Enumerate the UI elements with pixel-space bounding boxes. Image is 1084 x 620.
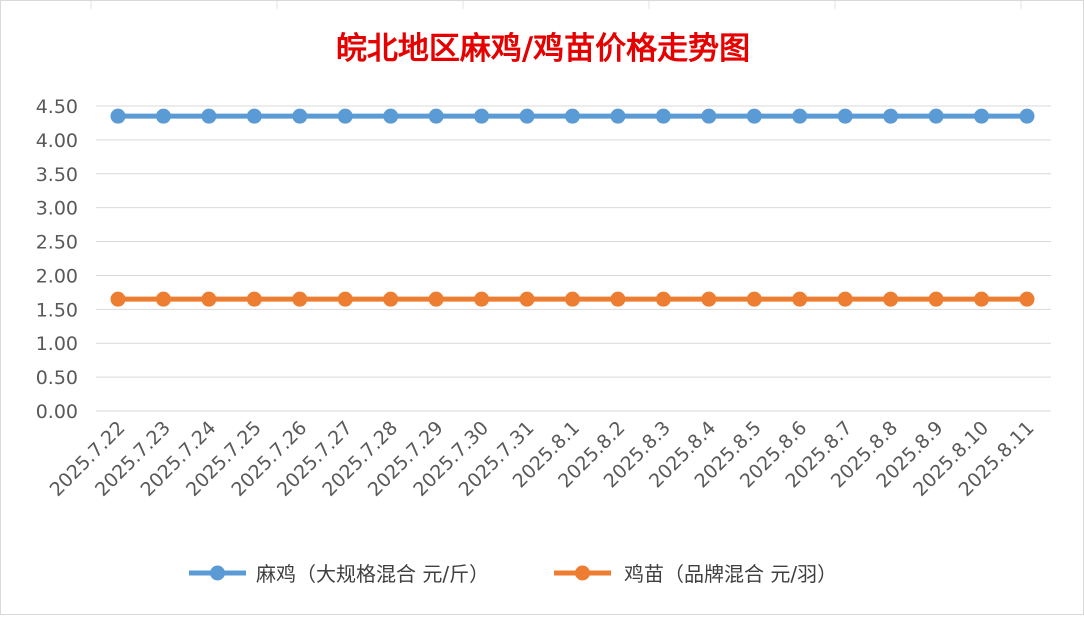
legend-item-0: 麻鸡（大规格混合 元/斤） <box>189 562 489 586</box>
data-point <box>337 108 353 124</box>
data-point <box>610 291 626 307</box>
data-point <box>155 291 171 307</box>
y-tick-label: 0.50 <box>36 367 78 389</box>
data-point <box>474 108 490 124</box>
legend-marker <box>575 565 590 581</box>
data-point <box>428 291 444 307</box>
data-point <box>201 291 217 307</box>
data-point <box>428 108 444 124</box>
data-point <box>337 291 353 307</box>
legend-label: 麻鸡（大规格混合 元/斤） <box>256 562 489 586</box>
data-point <box>383 108 399 124</box>
data-point <box>610 108 626 124</box>
y-axis-tick-labels: 0.00 0.50 1.00 1.50 2.00 2.50 3.00 3.50 4.00 4.50 <box>36 96 78 423</box>
y-tick-label: 3.50 <box>36 164 78 186</box>
data-point <box>746 291 762 307</box>
data-point <box>246 291 262 307</box>
data-point <box>474 291 490 307</box>
y-tick-label: 2.50 <box>36 232 78 254</box>
data-point <box>565 108 580 124</box>
data-point <box>246 108 262 124</box>
x-axis-tick-labels: 2025.7.222025.7.232025.7.242025.7.252025… <box>46 417 1039 501</box>
y-tick-label: 1.00 <box>36 333 78 355</box>
data-point <box>519 291 535 307</box>
data-point <box>792 108 808 124</box>
series-1 <box>110 291 1035 307</box>
y-tick-label: 3.00 <box>36 198 78 220</box>
y-tick-label: 4.00 <box>36 130 78 152</box>
legend-item-1: 鸡苗（品牌混合 元/羽） <box>554 562 837 586</box>
data-point <box>837 108 853 124</box>
spreadsheet-gridlines <box>90 1 1022 9</box>
data-point <box>110 291 126 307</box>
series-group <box>110 108 1035 307</box>
data-point <box>155 108 171 124</box>
data-point <box>701 291 717 307</box>
data-point <box>383 291 399 307</box>
data-point <box>1019 108 1035 124</box>
data-point <box>974 291 990 307</box>
y-tick-label: 2.00 <box>36 265 78 287</box>
data-point <box>292 291 308 307</box>
data-point <box>565 291 580 307</box>
plot-gridlines <box>96 105 1051 412</box>
data-point <box>201 108 217 124</box>
data-point <box>837 291 853 307</box>
y-tick-label: 4.50 <box>36 96 78 118</box>
data-point <box>883 291 899 307</box>
legend: 麻鸡（大规格混合 元/斤） 鸡苗（品牌混合 元/羽） <box>189 562 837 586</box>
data-point <box>110 108 126 124</box>
chart-title: 皖北地区麻鸡/鸡苗价格走势图 <box>336 31 750 67</box>
data-point <box>746 108 762 124</box>
data-point <box>1019 291 1035 307</box>
legend-marker <box>210 565 225 581</box>
y-tick-label: 0.00 <box>36 401 78 423</box>
data-point <box>701 108 717 124</box>
data-point <box>883 108 899 124</box>
data-point <box>928 108 944 124</box>
data-point <box>792 291 808 307</box>
data-point <box>519 108 535 124</box>
series-0 <box>110 108 1035 124</box>
data-point <box>928 291 944 307</box>
legend-label: 鸡苗（品牌混合 元/羽） <box>624 562 837 586</box>
data-point <box>655 291 671 307</box>
data-point <box>292 108 308 124</box>
data-point <box>655 108 671 124</box>
data-point <box>974 108 990 124</box>
y-tick-label: 1.50 <box>36 299 78 321</box>
